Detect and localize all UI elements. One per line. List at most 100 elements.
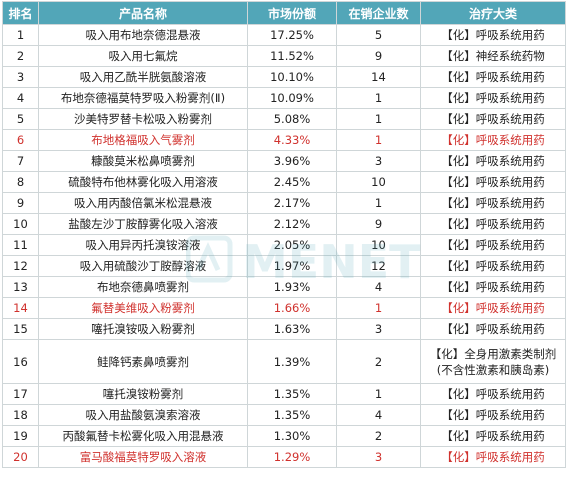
cell-market-share: 11.52% (247, 45, 337, 67)
cell-firm-count: 9 (336, 45, 421, 67)
cell-firm-count: 1 (336, 297, 421, 319)
cell-market-share: 1.63% (247, 318, 337, 340)
cell-firm-count: 1 (336, 129, 421, 151)
cell-market-share: 1.30% (247, 425, 337, 447)
cell-firm-count: 9 (336, 213, 421, 235)
table-row: 5 沙美特罗替卡松吸入粉雾剂 5.08% 1 【化】呼吸系统用药 (2, 108, 566, 130)
cell-therapy-class: 【化】全身用激素类制剂 (不含性激素和胰岛素) (420, 339, 566, 384)
cell-market-share: 2.05% (247, 234, 337, 256)
cell-firm-count: 3 (336, 150, 421, 172)
table-row: 12 吸入用硫酸沙丁胺醇溶液 1.97% 12 【化】呼吸系统用药 (2, 255, 566, 277)
table-body: 1 吸入用布地奈德混悬液 17.25% 5 【化】呼吸系统用药 2 吸入用七氟烷 11.52%… (2, 24, 566, 468)
cell-firm-count: 5 (336, 24, 421, 46)
cell-market-share: 4.33% (247, 129, 337, 151)
cell-therapy-class: 【化】呼吸系统用药 (420, 129, 566, 151)
cell-market-share: 17.25% (247, 24, 337, 46)
cell-firm-count: 4 (336, 404, 421, 426)
cell-therapy-class: 【化】呼吸系统用药 (420, 213, 566, 235)
cell-product-name: 吸入用盐酸氨溴索溶液 (38, 404, 248, 426)
cell-therapy-class: 【化】呼吸系统用药 (420, 192, 566, 214)
therapy-class-label: 【化】呼吸系统用药 (441, 429, 545, 443)
cell-therapy-class: 【化】呼吸系统用药 (420, 108, 566, 130)
cell-product-name: 吸入用布地奈德混悬液 (38, 24, 248, 46)
cell-therapy-class: 【化】呼吸系统用药 (420, 297, 566, 319)
cell-firm-count: 1 (336, 87, 421, 109)
table-row: 17 噻托溴铵粉雾剂 1.35% 1 【化】呼吸系统用药 (2, 383, 566, 405)
cell-product-name: 布地奈德鼻喷雾剂 (38, 276, 248, 298)
cell-market-share: 3.96% (247, 150, 337, 172)
header-product-name: 产品名称 (38, 1, 248, 25)
table-header-row: 排名 产品名称 市场份额 在销企业数 治疗大类 (2, 1, 566, 25)
cell-rank: 6 (2, 129, 39, 151)
table-row: 11 吸入用异丙托溴铵溶液 2.05% 10 【化】呼吸系统用药 (2, 234, 566, 256)
table-row: 20 富马酸福莫特罗吸入溶液 1.29% 3 【化】呼吸系统用药 (2, 446, 566, 468)
table-row: 16 鲑降钙素鼻喷雾剂 1.39% 2 【化】全身用激素类制剂 (不含性激素和胰岛素) (2, 339, 566, 384)
cell-market-share: 1.93% (247, 276, 337, 298)
cell-firm-count: 10 (336, 171, 421, 193)
table-row: 14 氟替美维吸入粉雾剂 1.66% 1 【化】呼吸系统用药 (2, 297, 566, 319)
cell-product-name: 吸入用丙酸倍氯米松混悬液 (38, 192, 248, 214)
cell-therapy-class: 【化】呼吸系统用药 (420, 255, 566, 277)
cell-rank: 8 (2, 171, 39, 193)
table-row: 13 布地奈德鼻喷雾剂 1.93% 4 【化】呼吸系统用药 (2, 276, 566, 298)
cell-rank: 1 (2, 24, 39, 46)
cell-rank: 7 (2, 150, 39, 172)
cell-therapy-class: 【化】呼吸系统用药 (420, 276, 566, 298)
table-row: 18 吸入用盐酸氨溴索溶液 1.35% 4 【化】呼吸系统用药 (2, 404, 566, 426)
therapy-class-label: 【化】呼吸系统用药 (441, 28, 545, 42)
cell-firm-count: 1 (336, 108, 421, 130)
cell-market-share: 1.39% (247, 339, 337, 384)
cell-product-name: 富马酸福莫特罗吸入溶液 (38, 446, 248, 468)
cell-product-name: 吸入用硫酸沙丁胺醇溶液 (38, 255, 248, 277)
therapy-class-label: 【化】呼吸系统用药 (441, 217, 545, 231)
cell-rank: 11 (2, 234, 39, 256)
cell-market-share: 10.09% (247, 87, 337, 109)
table-row: 9 吸入用丙酸倍氯米松混悬液 2.17% 1 【化】呼吸系统用药 (2, 192, 566, 214)
cell-rank: 14 (2, 297, 39, 319)
cell-product-name: 氟替美维吸入粉雾剂 (38, 297, 248, 319)
cell-market-share: 2.45% (247, 171, 337, 193)
cell-therapy-class: 【化】呼吸系统用药 (420, 383, 566, 405)
cell-firm-count: 4 (336, 276, 421, 298)
cell-rank: 2 (2, 45, 39, 67)
therapy-class-label: 【化】神经系统药物 (441, 49, 545, 63)
cell-product-name: 噻托溴铵粉雾剂 (38, 383, 248, 405)
cell-market-share: 10.10% (247, 66, 337, 88)
cell-market-share: 2.12% (247, 213, 337, 235)
cell-firm-count: 3 (336, 318, 421, 340)
header-market-share: 市场份额 (247, 1, 337, 25)
cell-market-share: 1.35% (247, 383, 337, 405)
table-row: 10 盐酸左沙丁胺醇雾化吸入溶液 2.12% 9 【化】呼吸系统用药 (2, 213, 566, 235)
therapy-class-label: 【化】呼吸系统用药 (441, 154, 545, 168)
cell-product-name: 吸入用异丙托溴铵溶液 (38, 234, 248, 256)
cell-rank: 5 (2, 108, 39, 130)
cell-firm-count: 2 (336, 339, 421, 384)
therapy-class-label: 【化】呼吸系统用药 (441, 387, 545, 401)
cell-therapy-class: 【化】呼吸系统用药 (420, 87, 566, 109)
therapy-class-label: 【化】呼吸系统用药 (441, 70, 545, 84)
cell-therapy-class: 【化】神经系统药物 (420, 45, 566, 67)
table-row: 15 噻托溴铵吸入粉雾剂 1.63% 3 【化】呼吸系统用药 (2, 318, 566, 340)
cell-rank: 20 (2, 446, 39, 468)
therapy-class-label: 【化】呼吸系统用药 (441, 91, 545, 105)
cell-market-share: 1.66% (247, 297, 337, 319)
therapy-class-label: 【化】全身用激素类制剂 (429, 346, 557, 361)
cell-product-name: 硫酸特布他林雾化吸入用溶液 (38, 171, 248, 193)
therapy-class-label: 【化】呼吸系统用药 (441, 322, 545, 336)
cell-rank: 19 (2, 425, 39, 447)
therapy-class-label: 【化】呼吸系统用药 (441, 408, 545, 422)
therapy-class-label: 【化】呼吸系统用药 (441, 175, 545, 189)
cell-market-share: 1.29% (247, 446, 337, 468)
cell-therapy-class: 【化】呼吸系统用药 (420, 234, 566, 256)
cell-rank: 13 (2, 276, 39, 298)
cell-product-name: 盐酸左沙丁胺醇雾化吸入溶液 (38, 213, 248, 235)
therapy-class-label: 【化】呼吸系统用药 (441, 133, 545, 147)
cell-product-name: 吸入用乙酰半胱氨酸溶液 (38, 66, 248, 88)
therapy-class-label: 【化】呼吸系统用药 (441, 301, 545, 315)
table-row: 1 吸入用布地奈德混悬液 17.25% 5 【化】呼吸系统用药 (2, 24, 566, 46)
therapy-class-label: 【化】呼吸系统用药 (441, 238, 545, 252)
cell-rank: 3 (2, 66, 39, 88)
cell-market-share: 1.35% (247, 404, 337, 426)
table-row: 3 吸入用乙酰半胱氨酸溶液 10.10% 14 【化】呼吸系统用药 (2, 66, 566, 88)
